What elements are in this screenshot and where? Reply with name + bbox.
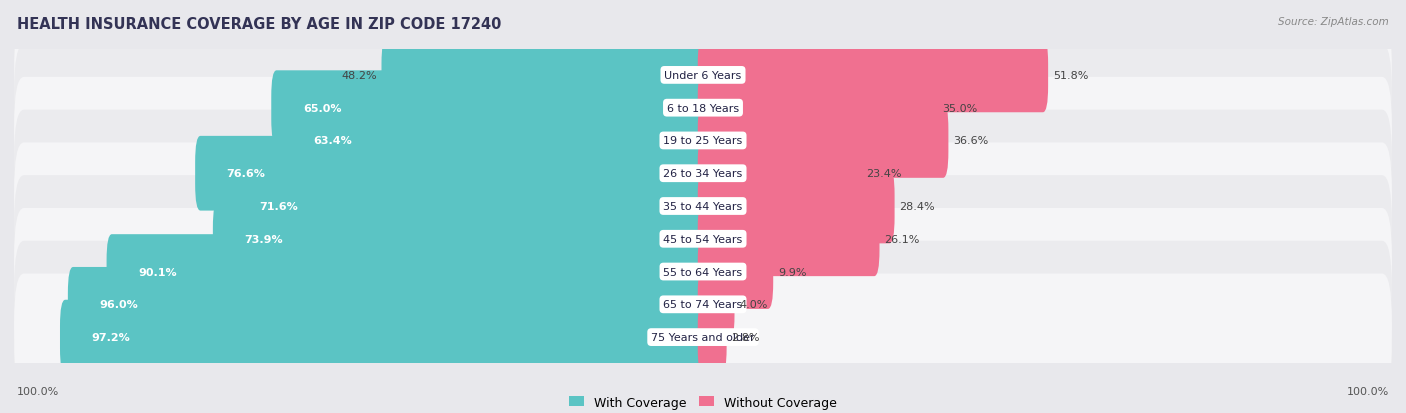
FancyBboxPatch shape [14, 209, 1392, 335]
Text: 19 to 25 Years: 19 to 25 Years [664, 136, 742, 146]
FancyBboxPatch shape [14, 242, 1392, 368]
Text: 48.2%: 48.2% [342, 71, 377, 81]
FancyBboxPatch shape [14, 110, 1392, 237]
FancyBboxPatch shape [14, 111, 1392, 237]
Text: 23.4%: 23.4% [866, 169, 901, 179]
Text: HEALTH INSURANCE COVERAGE BY AGE IN ZIP CODE 17240: HEALTH INSURANCE COVERAGE BY AGE IN ZIP … [17, 17, 502, 31]
Text: 100.0%: 100.0% [1347, 387, 1389, 396]
Text: 75 Years and older: 75 Years and older [651, 332, 755, 342]
FancyBboxPatch shape [14, 143, 1392, 270]
Text: 96.0%: 96.0% [100, 299, 138, 310]
FancyBboxPatch shape [14, 274, 1392, 401]
FancyBboxPatch shape [60, 300, 709, 375]
FancyBboxPatch shape [14, 143, 1392, 270]
Text: 35 to 44 Years: 35 to 44 Years [664, 202, 742, 211]
Text: 35.0%: 35.0% [942, 103, 977, 114]
Text: 100.0%: 100.0% [17, 387, 59, 396]
FancyBboxPatch shape [697, 169, 894, 244]
FancyBboxPatch shape [14, 209, 1392, 335]
FancyBboxPatch shape [697, 300, 727, 375]
Text: 45 to 54 Years: 45 to 54 Years [664, 234, 742, 244]
FancyBboxPatch shape [14, 176, 1392, 303]
FancyBboxPatch shape [281, 104, 709, 178]
Text: 71.6%: 71.6% [260, 202, 298, 211]
FancyBboxPatch shape [697, 38, 1047, 113]
FancyBboxPatch shape [195, 137, 709, 211]
FancyBboxPatch shape [14, 78, 1392, 204]
FancyBboxPatch shape [14, 274, 1392, 400]
Text: 51.8%: 51.8% [1053, 71, 1088, 81]
FancyBboxPatch shape [14, 176, 1392, 302]
FancyBboxPatch shape [228, 169, 709, 244]
FancyBboxPatch shape [381, 38, 709, 113]
Text: 2.8%: 2.8% [731, 332, 759, 342]
Text: 4.0%: 4.0% [740, 299, 768, 310]
Text: Source: ZipAtlas.com: Source: ZipAtlas.com [1278, 17, 1389, 26]
FancyBboxPatch shape [697, 235, 773, 309]
Text: 26 to 34 Years: 26 to 34 Years [664, 169, 742, 179]
Text: 65.0%: 65.0% [302, 103, 342, 114]
FancyBboxPatch shape [212, 202, 709, 276]
FancyBboxPatch shape [697, 137, 862, 211]
FancyBboxPatch shape [14, 13, 1392, 139]
Text: 65 to 74 Years: 65 to 74 Years [664, 299, 742, 310]
FancyBboxPatch shape [271, 71, 709, 146]
Text: 55 to 64 Years: 55 to 64 Years [664, 267, 742, 277]
Text: 73.9%: 73.9% [245, 234, 283, 244]
Text: 76.6%: 76.6% [226, 169, 266, 179]
Text: 26.1%: 26.1% [884, 234, 920, 244]
FancyBboxPatch shape [14, 78, 1392, 204]
FancyBboxPatch shape [14, 45, 1392, 171]
FancyBboxPatch shape [14, 241, 1392, 368]
Text: 6 to 18 Years: 6 to 18 Years [666, 103, 740, 114]
FancyBboxPatch shape [14, 12, 1392, 139]
FancyBboxPatch shape [67, 267, 709, 342]
FancyBboxPatch shape [697, 202, 880, 276]
Text: 63.4%: 63.4% [314, 136, 352, 146]
Text: 97.2%: 97.2% [91, 332, 131, 342]
Text: 36.6%: 36.6% [953, 136, 988, 146]
FancyBboxPatch shape [697, 71, 938, 146]
Text: 90.1%: 90.1% [138, 267, 177, 277]
Text: 28.4%: 28.4% [900, 202, 935, 211]
FancyBboxPatch shape [107, 235, 709, 309]
FancyBboxPatch shape [697, 104, 949, 178]
FancyBboxPatch shape [697, 267, 734, 342]
Text: Under 6 Years: Under 6 Years [665, 71, 741, 81]
FancyBboxPatch shape [14, 45, 1392, 172]
Text: 9.9%: 9.9% [778, 267, 806, 277]
Legend: With Coverage, Without Coverage: With Coverage, Without Coverage [564, 391, 842, 413]
